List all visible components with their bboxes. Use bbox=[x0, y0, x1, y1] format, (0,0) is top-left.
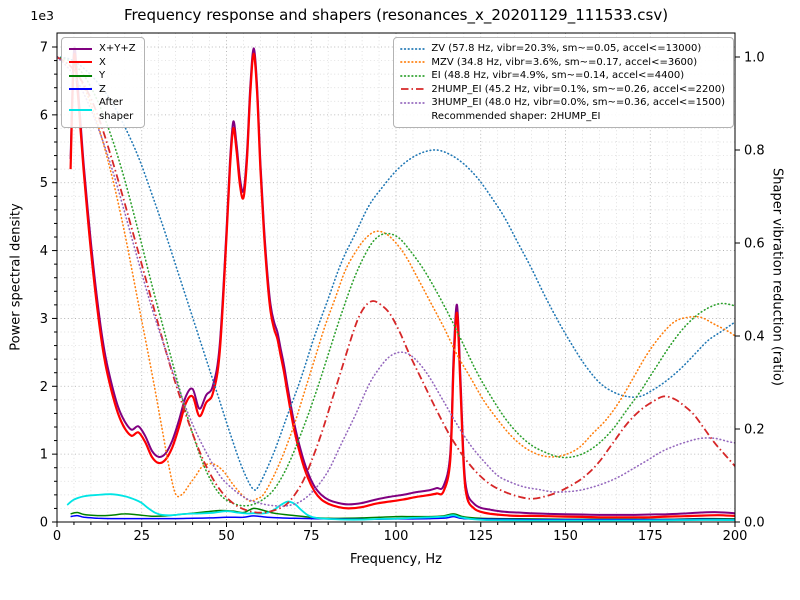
svg-text:0: 0 bbox=[53, 529, 61, 544]
legend-label: After shaper bbox=[99, 97, 134, 122]
svg-text:150: 150 bbox=[553, 529, 578, 544]
legend-line-sample bbox=[400, 101, 426, 104]
svg-text:50: 50 bbox=[218, 529, 235, 544]
series-ei bbox=[57, 56, 735, 507]
legend-label: 2HUMP_EI (45.2 Hz, vibr=0.1%, sm~=0.26, … bbox=[431, 83, 725, 95]
legend-item: Z bbox=[68, 83, 136, 97]
legend-line-sample bbox=[69, 74, 92, 77]
svg-text:0.4: 0.4 bbox=[744, 330, 765, 345]
legend-item: Recommended shaper: 2HUMP_EI bbox=[400, 110, 725, 124]
legend-item: ZV (57.8 Hz, vibr=20.3%, sm~=0.05, accel… bbox=[400, 42, 725, 56]
legend-label: Recommended shaper: 2HUMP_EI bbox=[431, 110, 601, 122]
y-axis-offset-label: 1e3 bbox=[30, 8, 54, 23]
legend-line-sample bbox=[69, 108, 92, 111]
legend-line-sample bbox=[400, 61, 426, 64]
legend-item: 2HUMP_EI (45.2 Hz, vibr=0.1%, sm~=0.26, … bbox=[400, 83, 725, 97]
svg-text:0.0: 0.0 bbox=[744, 516, 765, 531]
y-right-tick-labels: 0.0 0.2 0.4 0.6 0.8 1.0 bbox=[744, 51, 765, 531]
series-after-shaper bbox=[66, 493, 735, 522]
svg-text:175: 175 bbox=[638, 529, 663, 544]
legend-line-sample bbox=[69, 47, 92, 50]
legend-line-sample bbox=[69, 61, 92, 64]
legend-line-sample bbox=[400, 74, 426, 77]
legend-label: MZV (34.8 Hz, vibr=3.6%, sm~=0.17, accel… bbox=[431, 56, 698, 68]
legend-label: Z bbox=[99, 83, 106, 95]
svg-text:125: 125 bbox=[468, 529, 493, 544]
legend-label: Y bbox=[99, 70, 106, 81]
legend-label: ZV (57.8 Hz, vibr=20.3%, sm~=0.05, accel… bbox=[431, 43, 702, 54]
svg-text:4: 4 bbox=[40, 244, 48, 259]
svg-text:5: 5 bbox=[40, 176, 48, 191]
series-zv bbox=[57, 56, 735, 491]
legend-spacer bbox=[400, 110, 425, 122]
legend-line-sample bbox=[69, 88, 92, 91]
svg-text:1: 1 bbox=[40, 448, 48, 463]
svg-text:7: 7 bbox=[40, 41, 48, 56]
svg-text:25: 25 bbox=[133, 529, 150, 544]
legend-item: X bbox=[68, 56, 136, 70]
svg-text:3: 3 bbox=[40, 312, 48, 327]
svg-text:100: 100 bbox=[384, 529, 409, 544]
svg-text:1.0: 1.0 bbox=[744, 51, 765, 66]
svg-text:0.8: 0.8 bbox=[744, 144, 765, 159]
svg-text:2: 2 bbox=[40, 380, 48, 395]
svg-text:0.6: 0.6 bbox=[744, 237, 765, 252]
x-tick-labels: 0 25 50 75 100 125 150 175 200 bbox=[53, 529, 748, 544]
y-axis-left-label: Power spectral density bbox=[8, 203, 24, 351]
legend-label: 3HUMP_EI (48.0 Hz, vibr=0.0%, sm~=0.36, … bbox=[431, 97, 725, 108]
legend-item: After shaper bbox=[68, 96, 136, 123]
legend-label: X+Y+Z bbox=[99, 43, 136, 54]
svg-text:200: 200 bbox=[723, 529, 748, 544]
legend-psd: X+Y+Z X Y Z After shaper bbox=[61, 37, 145, 128]
series-x bbox=[69, 52, 735, 519]
series-2hump_ei bbox=[57, 56, 735, 514]
legend-shapers: ZV (57.8 Hz, vibr=20.3%, sm~=0.05, accel… bbox=[393, 37, 734, 128]
legend-line-sample bbox=[401, 88, 425, 91]
y-left-tick-labels: 0 1 2 3 4 5 6 7 bbox=[40, 41, 48, 531]
svg-text:75: 75 bbox=[303, 529, 320, 544]
series-curves bbox=[57, 46, 735, 522]
legend-item: X+Y+Z bbox=[68, 42, 136, 56]
legend-item: Y bbox=[68, 69, 136, 83]
legend-item: MZV (34.8 Hz, vibr=3.6%, sm~=0.17, accel… bbox=[400, 56, 725, 70]
legend-item: 3HUMP_EI (48.0 Hz, vibr=0.0%, sm~=0.36, … bbox=[400, 96, 725, 110]
series-x+y+z bbox=[69, 46, 735, 516]
legend-label: X bbox=[99, 56, 106, 68]
y-axis-right-label: Shaper vibration reduction (ratio) bbox=[769, 168, 785, 386]
chart-title: Frequency response and shapers (resonanc… bbox=[123, 6, 669, 24]
series-mzv bbox=[57, 56, 735, 502]
svg-text:0.2: 0.2 bbox=[744, 423, 765, 438]
series-3hump_ei bbox=[57, 56, 735, 507]
legend-label: EI (48.8 Hz, vibr=4.9%, sm~=0.14, accel<… bbox=[431, 70, 685, 81]
legend-line-sample bbox=[400, 47, 426, 50]
svg-text:0: 0 bbox=[40, 516, 48, 531]
tick-marks bbox=[52, 46, 740, 527]
svg-text:6: 6 bbox=[40, 108, 48, 123]
x-axis-label: Frequency, Hz bbox=[349, 552, 443, 567]
legend-item: EI (48.8 Hz, vibr=4.9%, sm~=0.14, accel<… bbox=[400, 69, 725, 83]
